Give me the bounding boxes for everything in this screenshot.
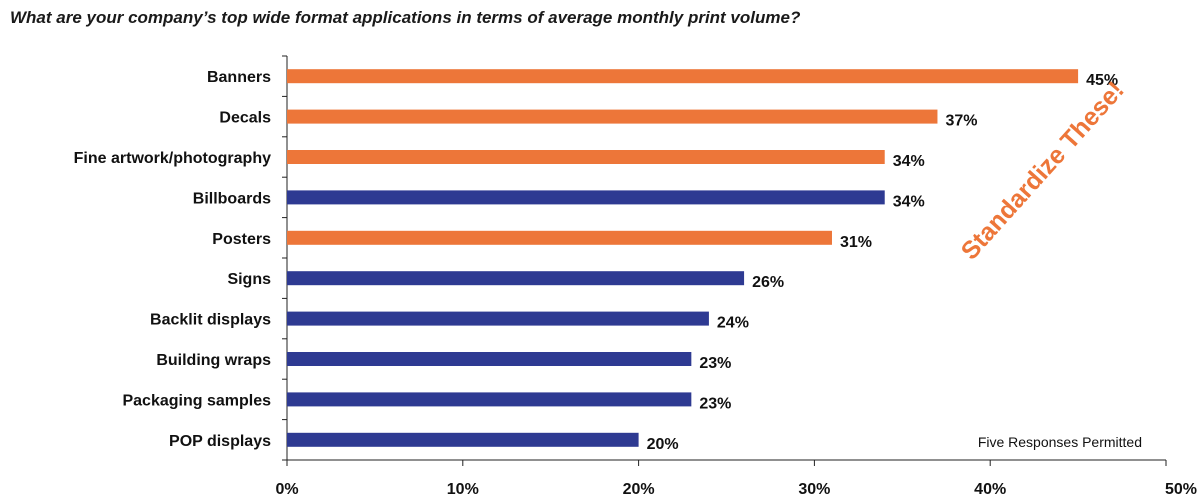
value-label: 24%: [717, 315, 749, 332]
x-tick-label: 50%: [1165, 481, 1197, 498]
bar-fine-artwork-photography: [287, 150, 885, 164]
category-label: Packaging samples: [122, 392, 271, 409]
bar-posters: [287, 230, 832, 245]
value-label: 34%: [893, 153, 925, 170]
bar-packaging-samples: [287, 392, 692, 407]
x-tick-label: 30%: [798, 481, 830, 498]
responses-note: Five Responses Permitted: [978, 434, 1142, 450]
chart-title: What are your company’s top wide format …: [10, 8, 801, 27]
category-labels: Banners Decals Fine artwork/photography Bil…: [74, 69, 271, 450]
x-tick-label: 20%: [623, 481, 655, 498]
category-label: Banners: [207, 69, 271, 86]
category-label: Backlit displays: [150, 312, 271, 329]
value-label: 26%: [752, 274, 784, 291]
category-label: Building wraps: [156, 352, 271, 369]
value-label: 45%: [1086, 72, 1118, 89]
category-label: Posters: [212, 231, 271, 248]
category-label: Fine artwork/photography: [74, 150, 271, 167]
category-label: Signs: [227, 271, 271, 288]
x-tick-labels: 0% 10% 20% 30% 40% 50%: [275, 481, 1197, 498]
value-labels: 45% 37% 34% 34% 31% 26% 24% 23% 23% 20%: [647, 72, 1119, 453]
x-tick-label: 10%: [447, 481, 479, 498]
category-label: Decals: [219, 110, 271, 127]
bar-banners: [287, 69, 1079, 84]
value-label: 31%: [840, 234, 872, 251]
category-label: POP displays: [169, 433, 271, 450]
bars: [287, 69, 1079, 447]
value-label: 37%: [945, 113, 977, 130]
bar-building-wraps: [287, 352, 692, 366]
bar-decals: [287, 109, 938, 124]
category-label: Billboards: [193, 190, 271, 207]
bar-billboards: [287, 190, 885, 205]
bar-pop-displays: [287, 432, 639, 447]
bar-backlit-displays: [287, 311, 709, 326]
x-tick-label: 40%: [974, 481, 1006, 498]
value-label: 23%: [699, 395, 731, 412]
x-tick-label: 0%: [275, 481, 298, 498]
value-label: 34%: [893, 193, 925, 210]
value-label: 23%: [699, 355, 731, 372]
standardize-stamp: Standardize These!: [956, 76, 1130, 265]
bar-signs: [287, 271, 745, 286]
value-label: 20%: [647, 436, 679, 453]
